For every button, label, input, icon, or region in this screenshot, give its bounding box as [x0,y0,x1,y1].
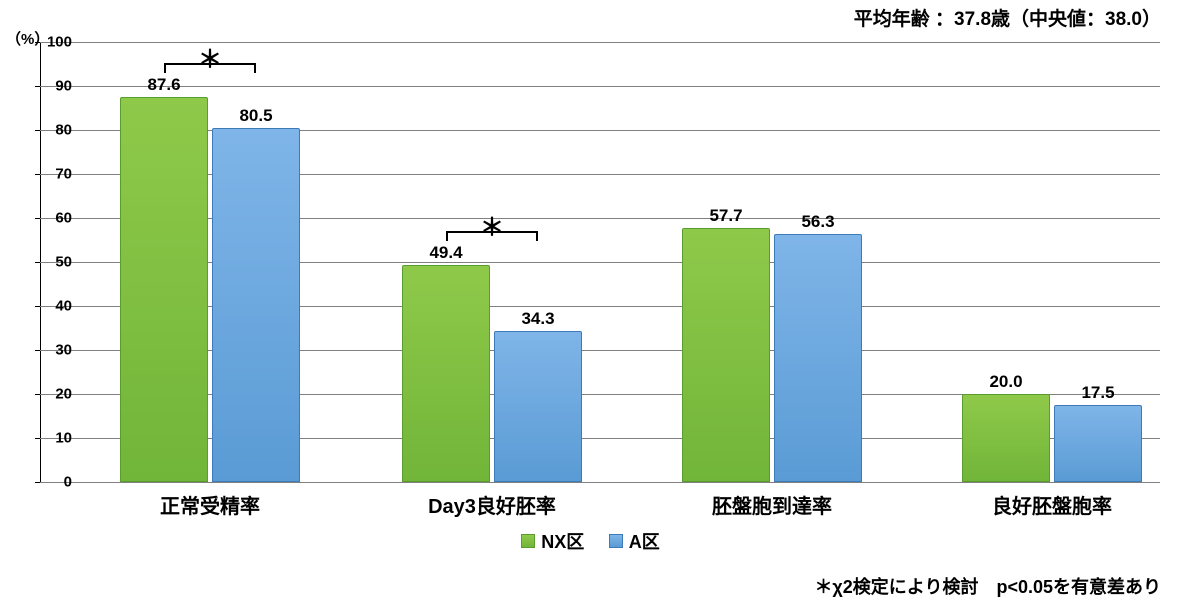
footnote: ＊χ2検定により検討 p<0.05を有意差あり [814,573,1161,599]
y-tick-label: 30 [32,342,72,359]
bar-nx [962,394,1050,482]
gridline [40,482,1160,483]
legend-label-nx: NX区 [541,528,584,554]
legend-item-nx: NX区 [521,528,584,554]
category-label: 胚盤胞到達率 [712,490,832,519]
legend-label-a: A区 [629,528,660,554]
gridline [40,218,1160,219]
y-tick-label: 50 [32,254,72,271]
legend: NX区 A区 [0,528,1181,554]
bar-a [494,331,582,482]
significance-star: ＊ [480,207,504,242]
y-tick-label: 10 [32,430,72,447]
y-tick-label: 40 [32,298,72,315]
bar-value-label: 80.5 [239,106,272,126]
bar-a [212,128,300,482]
y-tick-label: 80 [32,122,72,139]
bar-a [774,234,862,482]
legend-swatch-nx [521,534,535,548]
bar-value-label: 56.3 [801,212,834,232]
y-tick-label: 20 [32,386,72,403]
category-label: Day3良好胚率 [428,490,556,519]
bar-value-label: 49.4 [429,243,462,263]
bar-value-label: 17.5 [1081,383,1114,403]
bar-nx [402,265,490,482]
header-text: 平均年齢 ：37.8歳（中央値：38.0） [854,4,1161,31]
gridline [40,130,1160,131]
category-label: 正常受精率 [160,490,260,519]
plot-area: 010203040506070809010087.680.5＊49.434.3＊… [40,42,1160,482]
y-tick-label: 70 [32,166,72,183]
significance-star: ＊ [198,39,222,74]
y-tick-label: 0 [32,474,72,491]
bar-value-label: 20.0 [989,372,1022,392]
bar-a [1054,405,1142,482]
bar-value-label: 57.7 [709,206,742,226]
legend-item-a: A区 [609,528,660,554]
gridline [40,350,1160,351]
legend-swatch-a [609,534,623,548]
category-label: 良好胚盤胞率 [992,490,1112,519]
bar-nx [682,228,770,482]
bar-value-label: 87.6 [147,75,180,95]
y-tick-label: 60 [32,210,72,227]
gridline [40,86,1160,87]
gridline [40,174,1160,175]
y-tick-label: 90 [32,78,72,95]
gridline [40,262,1160,263]
bar-chart: 010203040506070809010087.680.5＊49.434.3＊… [40,42,1160,482]
y-tick-label: 100 [32,34,72,51]
bar-value-label: 34.3 [521,309,554,329]
bar-nx [120,97,208,482]
gridline [40,306,1160,307]
